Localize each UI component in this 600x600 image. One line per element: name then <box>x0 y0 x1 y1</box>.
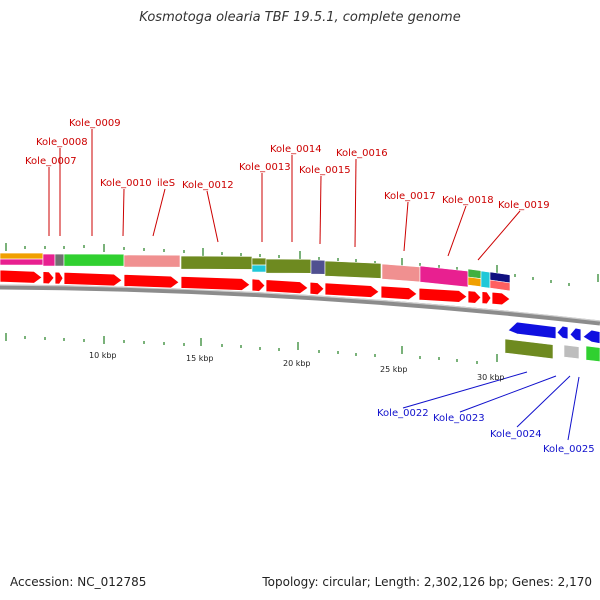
gene-label-bottom: Kole_0023 <box>433 413 485 424</box>
forward-gene-arrow <box>481 291 492 305</box>
category-band <box>480 270 491 289</box>
reverse-gene-arrow <box>582 329 600 345</box>
forward-gene-arrow <box>180 275 251 291</box>
outer-tick-marks <box>5 243 599 286</box>
gene-label-top: Kole_0009 <box>69 118 121 129</box>
top-gene-labels: Kole_0007 Kole_0008 Kole_0009 Kole_0010 ileS… <box>25 118 550 211</box>
category-band <box>504 338 554 360</box>
leader-line <box>402 371 528 409</box>
top-label-leaders <box>48 129 521 261</box>
leader-line <box>477 210 521 261</box>
category-band <box>310 259 326 275</box>
leader-line <box>206 190 219 243</box>
gene-label-bottom: Kole_0024 <box>490 429 542 440</box>
gene-label-top: Kole_0008 <box>36 137 88 148</box>
bottom-label-leaders <box>402 371 580 441</box>
scale-label: 10 kbp <box>89 351 117 360</box>
gene-label-top: Kole_0015 <box>299 165 351 176</box>
leader-line <box>516 375 571 428</box>
reverse-gene-arrow <box>569 327 582 342</box>
category-band <box>419 265 469 288</box>
scale-label: 25 kbp <box>380 365 408 374</box>
forward-gene-arrow <box>123 273 180 289</box>
category-band <box>324 260 382 279</box>
leader-line <box>354 158 357 248</box>
reverse-gene-arrow <box>556 325 569 340</box>
scale-label: 20 kbp <box>283 359 311 368</box>
gene-label-top: Kole_0010 <box>100 178 152 189</box>
reverse-strand-genes <box>507 321 600 345</box>
category-band <box>563 344 580 360</box>
gene-label-top: Kole_0014 <box>270 144 322 155</box>
topology-text: Topology: circular; Length: 2,302,126 bp… <box>262 575 592 589</box>
forward-gene-arrow <box>467 290 482 304</box>
functional-category-bands <box>0 252 600 362</box>
leader-line <box>122 188 125 237</box>
forward-gene-arrow <box>0 269 43 284</box>
forward-gene-arrow <box>265 279 309 295</box>
forward-gene-arrow <box>491 291 511 306</box>
forward-gene-arrow <box>63 271 123 287</box>
scale-label: 15 kbp <box>186 354 214 363</box>
category-band <box>0 258 44 266</box>
forward-gene-arrow <box>42 271 55 285</box>
leader-line <box>152 188 166 237</box>
genome-backbone <box>0 284 600 326</box>
leader-line <box>567 376 580 441</box>
gene-label-top: Kole_0007 <box>25 156 77 167</box>
forward-strand-genes <box>0 269 511 306</box>
category-band <box>251 257 267 266</box>
category-band <box>489 279 511 292</box>
gene-label-bottom: Kole_0025 <box>543 444 595 455</box>
category-band <box>123 254 181 268</box>
gene-label-bottom: Kole_0022 <box>377 408 429 419</box>
category-band <box>381 263 421 283</box>
forward-gene-arrow <box>324 282 380 298</box>
accession-text: Accession: NC_012785 <box>10 575 147 589</box>
forward-gene-arrow <box>380 285 418 301</box>
category-band <box>180 255 253 270</box>
genome-title: Kosmotoga olearia TBF 19.5.1, complete g… <box>139 10 461 25</box>
gene-label-top: Kole_0016 <box>336 148 388 159</box>
gene-label-top: Kole_0017 <box>384 191 436 202</box>
forward-gene-arrow <box>251 278 266 292</box>
reverse-gene-arrow <box>507 321 557 340</box>
category-band <box>54 253 65 267</box>
category-band <box>0 252 44 260</box>
gene-label-top: Kole_0019 <box>498 200 550 211</box>
scale-label: 30 kbp <box>477 373 505 382</box>
gene-label-top: Kole_0012 <box>182 180 234 191</box>
inner-tick-marks <box>5 333 498 364</box>
leader-line <box>319 175 322 245</box>
scale-labels: 10 kbp 15 kbp 20 kbp 25 kbp 30 kbp <box>89 351 505 382</box>
category-band <box>42 253 56 267</box>
forward-gene-arrow <box>54 271 64 285</box>
forward-gene-arrow <box>418 287 468 303</box>
gene-label-top: Kole_0013 <box>239 162 291 173</box>
forward-gene-arrow <box>309 281 325 296</box>
gene-label-top: ileS <box>157 178 175 189</box>
category-band <box>63 253 125 267</box>
leader-line <box>459 375 557 413</box>
category-band <box>265 258 312 274</box>
category-band <box>585 345 600 362</box>
category-band <box>251 264 267 273</box>
category-band <box>467 276 482 287</box>
leader-line <box>447 205 467 257</box>
gene-label-top: Kole_0018 <box>442 195 494 206</box>
leader-line <box>403 201 409 252</box>
genome-backbone-highlight <box>0 284 600 322</box>
